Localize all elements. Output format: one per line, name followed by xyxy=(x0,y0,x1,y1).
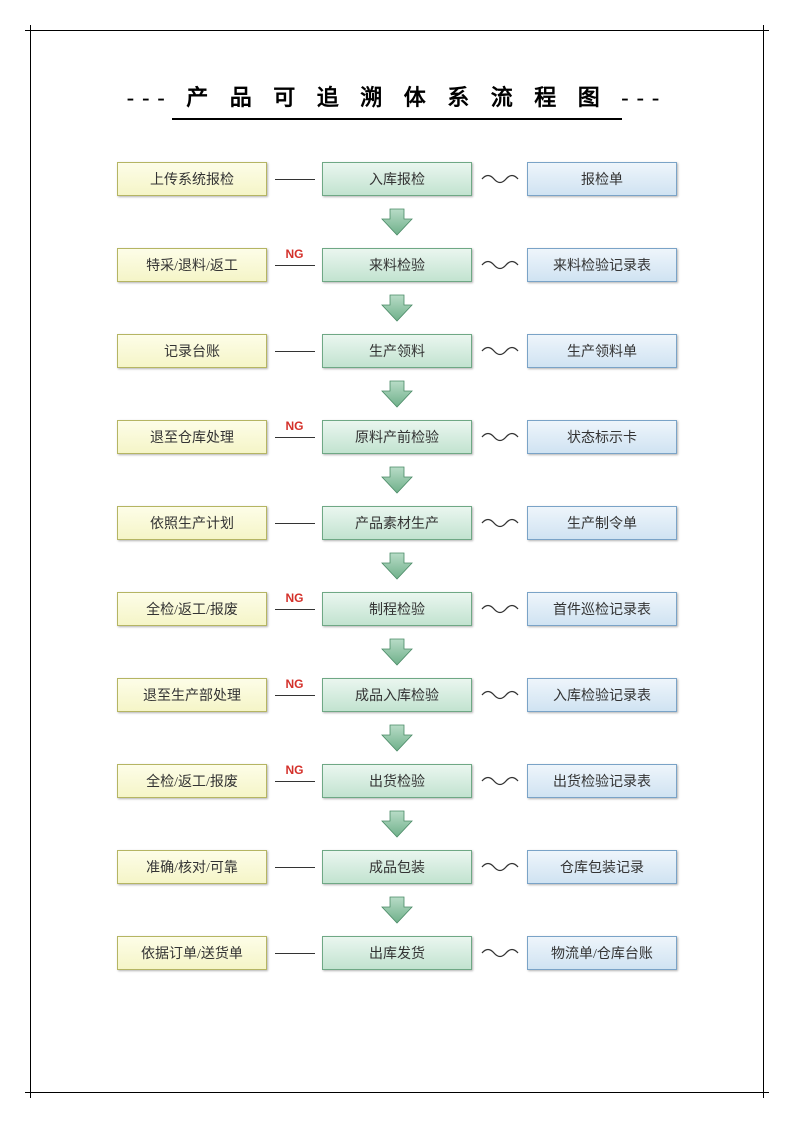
left-action-box: 准确/核对/可靠 xyxy=(117,850,267,884)
center-process-box: 出货检验 xyxy=(322,764,472,798)
left-action-box: 退至仓库处理 xyxy=(117,420,267,454)
corner-ornament xyxy=(25,1080,43,1098)
right-document-box: 生产制令单 xyxy=(527,506,677,540)
right-connector xyxy=(472,172,527,186)
center-process-box: 生产领料 xyxy=(322,334,472,368)
flow-row: 记录台账 生产领料 生产领料单 xyxy=(60,332,734,370)
right-document-box: 首件巡检记录表 xyxy=(527,592,677,626)
left-connector xyxy=(267,953,322,954)
down-arrow-icon xyxy=(380,714,414,762)
flow-row: 退至仓库处理NG原料产前检验状态标示卡 xyxy=(60,418,734,456)
center-process-box: 原料产前检验 xyxy=(322,420,472,454)
left-connector: NG xyxy=(267,437,322,438)
right-document-box: 物流单/仓库台账 xyxy=(527,936,677,970)
center-process-box: 成品入库检验 xyxy=(322,678,472,712)
left-action-box: 退至生产部处理 xyxy=(117,678,267,712)
left-action-box: 依据订单/送货单 xyxy=(117,936,267,970)
left-action-box: 上传系统报检 xyxy=(117,162,267,196)
down-arrow-icon xyxy=(380,456,414,504)
right-connector xyxy=(472,946,527,960)
down-arrow-icon xyxy=(380,542,414,590)
line-icon xyxy=(275,523,315,524)
left-connector: NG xyxy=(267,609,322,610)
flow-row: 退至生产部处理NG成品入库检验入库检验记录表 xyxy=(60,676,734,714)
left-action-box: 依照生产计划 xyxy=(117,506,267,540)
right-connector xyxy=(472,516,527,530)
ng-label: NG xyxy=(286,247,304,261)
flow-row: 依据订单/送货单 出库发货 物流单/仓库台账 xyxy=(60,934,734,972)
left-connector xyxy=(267,523,322,524)
line-icon xyxy=(275,953,315,954)
center-process-box: 制程检验 xyxy=(322,592,472,626)
page-title: --- 产 品 可 追 溯 体 系 流 程 图 --- xyxy=(60,80,734,112)
ng-label: NG xyxy=(286,763,304,777)
right-document-box: 状态标示卡 xyxy=(527,420,677,454)
left-connector: NG xyxy=(267,781,322,782)
ng-label: NG xyxy=(286,591,304,605)
right-document-box: 报检单 xyxy=(527,162,677,196)
left-connector: NG xyxy=(267,695,322,696)
right-document-box: 出货检验记录表 xyxy=(527,764,677,798)
right-connector xyxy=(472,602,527,616)
left-connector xyxy=(267,867,322,868)
line-icon xyxy=(275,437,315,438)
center-process-box: 成品包装 xyxy=(322,850,472,884)
down-arrow-icon xyxy=(380,198,414,246)
right-document-box: 来料检验记录表 xyxy=(527,248,677,282)
ng-label: NG xyxy=(286,419,304,433)
flow-row: 全检/返工/报废NG出货检验出货检验记录表 xyxy=(60,762,734,800)
line-icon xyxy=(275,867,315,868)
down-arrow-icon xyxy=(380,284,414,332)
right-connector xyxy=(472,430,527,444)
right-document-box: 仓库包装记录 xyxy=(527,850,677,884)
line-icon xyxy=(275,695,315,696)
right-document-box: 生产领料单 xyxy=(527,334,677,368)
left-action-box: 全检/返工/报废 xyxy=(117,764,267,798)
right-connector xyxy=(472,774,527,788)
line-icon xyxy=(275,609,315,610)
line-icon xyxy=(275,781,315,782)
right-connector xyxy=(472,344,527,358)
left-action-box: 记录台账 xyxy=(117,334,267,368)
right-connector xyxy=(472,258,527,272)
left-connector xyxy=(267,351,322,352)
center-process-box: 出库发货 xyxy=(322,936,472,970)
flow-row: 特采/退料/返工NG来料检验来料检验记录表 xyxy=(60,246,734,284)
flowchart: 上传系统报检入库报检报检单特采/退料/返工NG来料检验来料检验记录表记录台账生产… xyxy=(60,160,734,972)
title-underline xyxy=(172,118,622,120)
down-arrow-icon xyxy=(380,628,414,676)
left-connector: NG xyxy=(267,265,322,266)
right-connector xyxy=(472,688,527,702)
down-arrow-icon xyxy=(380,800,414,848)
left-connector xyxy=(267,179,322,180)
down-arrow-icon xyxy=(380,886,414,934)
center-process-box: 来料检验 xyxy=(322,248,472,282)
flow-row: 准确/核对/可靠 成品包装 仓库包装记录 xyxy=(60,848,734,886)
left-action-box: 全检/返工/报废 xyxy=(117,592,267,626)
corner-ornament xyxy=(25,25,43,43)
flow-row: 依照生产计划 产品素材生产 生产制令单 xyxy=(60,504,734,542)
flow-row: 上传系统报检 入库报检 报检单 xyxy=(60,160,734,198)
center-process-box: 产品素材生产 xyxy=(322,506,472,540)
center-process-box: 入库报检 xyxy=(322,162,472,196)
right-connector xyxy=(472,860,527,874)
line-icon xyxy=(275,179,315,180)
flow-row: 全检/返工/报废NG制程检验首件巡检记录表 xyxy=(60,590,734,628)
line-icon xyxy=(275,351,315,352)
corner-ornament xyxy=(751,25,769,43)
content-area: --- 产 品 可 追 溯 体 系 流 程 图 --- 上传系统报检 入库报检 报检… xyxy=(60,60,734,1063)
corner-ornament xyxy=(751,1080,769,1098)
right-document-box: 入库检验记录表 xyxy=(527,678,677,712)
left-action-box: 特采/退料/返工 xyxy=(117,248,267,282)
line-icon xyxy=(275,265,315,266)
ng-label: NG xyxy=(286,677,304,691)
down-arrow-icon xyxy=(380,370,414,418)
